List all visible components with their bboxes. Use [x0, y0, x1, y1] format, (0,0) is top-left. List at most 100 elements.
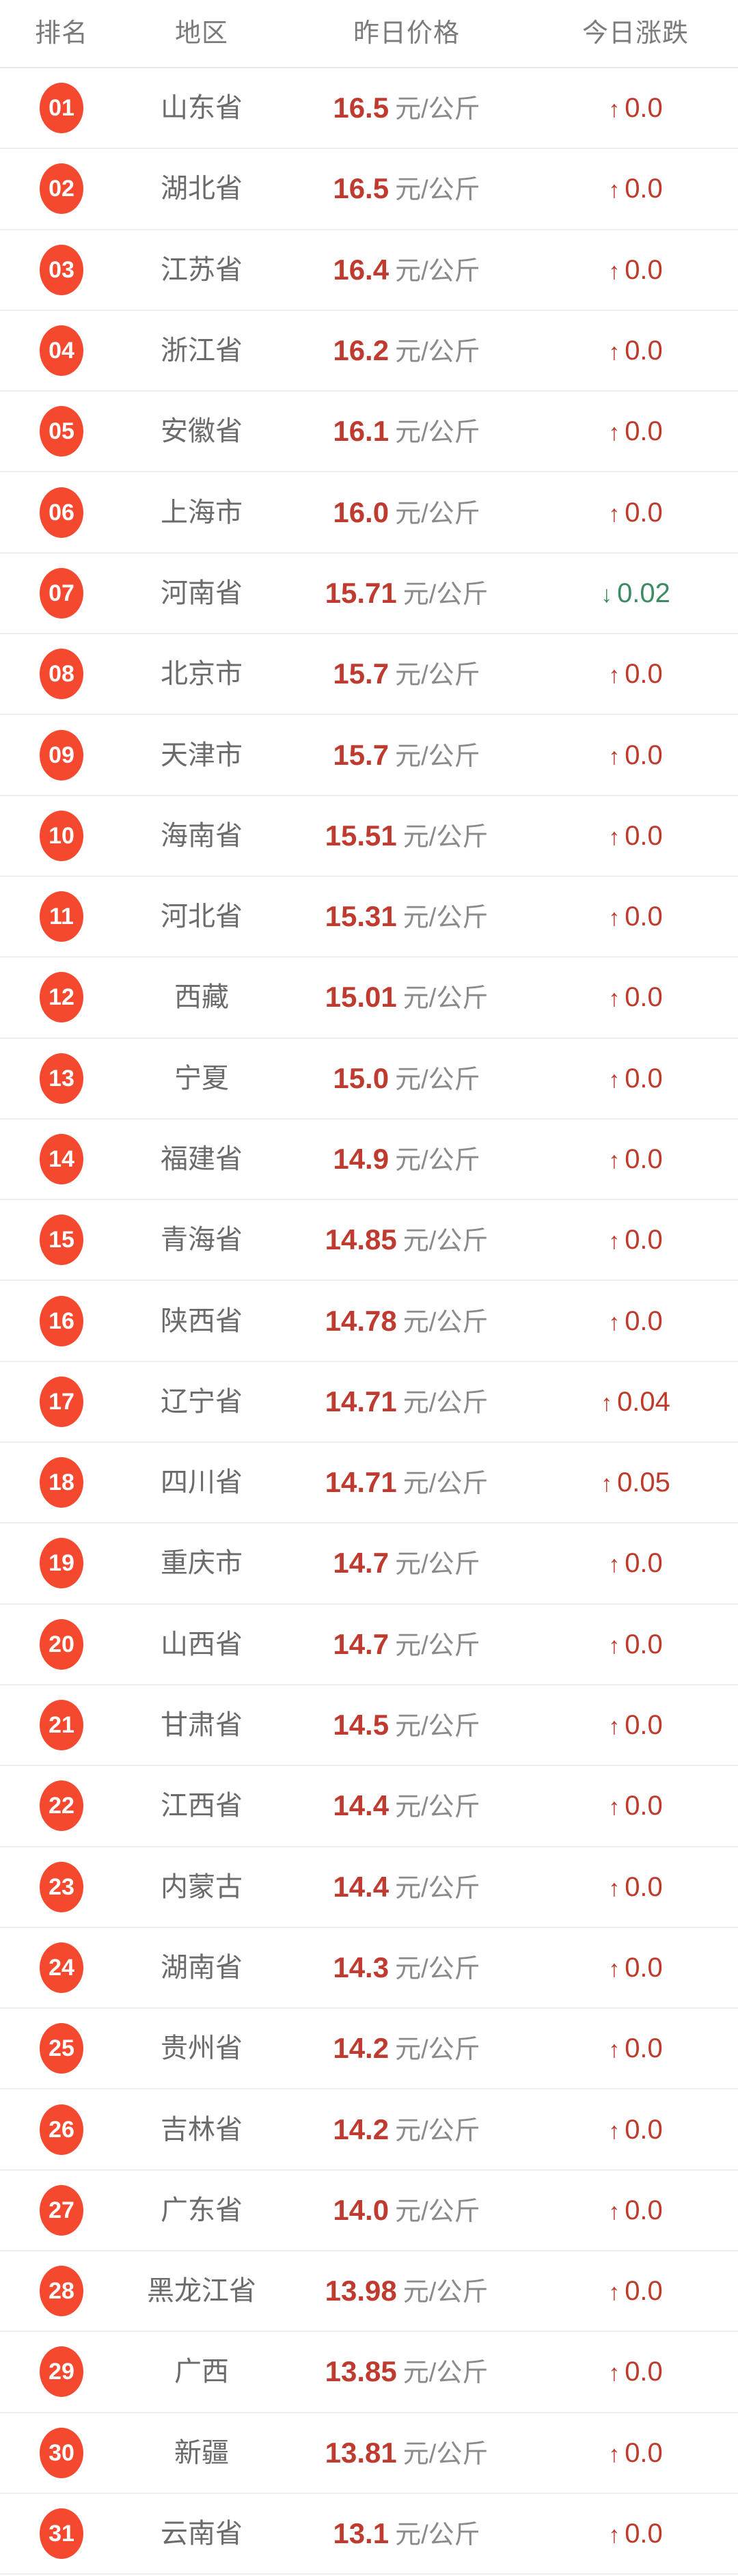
table-row[interactable]: 06 上海市 16.0 元/公斤 ↑ 0.0 [0, 472, 738, 554]
price-value: 16.2 [333, 334, 390, 367]
region-cell: 湖南省 [123, 1928, 280, 2007]
region-name: 山西省 [161, 1629, 243, 1659]
table-row[interactable]: 21 甘肃省 14.5 元/公斤 ↑ 0.0 [0, 1685, 738, 1767]
table-row[interactable]: 20 山西省 14.7 元/公斤 ↑ 0.0 [0, 1605, 738, 1685]
arrow-up-icon: ↑ [608, 2117, 620, 2144]
change-value: 0.0 [625, 1305, 663, 1336]
price-group: 14.85 元/公斤 [325, 1225, 489, 1255]
price-cell: 13.98 元/公斤 [280, 2251, 533, 2331]
rank-cell: 22 [0, 1766, 123, 1845]
rank-cell: 16 [0, 1281, 123, 1360]
price-value: 14.7 [333, 1627, 390, 1660]
arrow-up-icon: ↑ [608, 662, 620, 689]
table-row[interactable]: 30 新疆 13.81 元/公斤 ↑ 0.0 [0, 2413, 738, 2494]
table-row[interactable]: 07 河南省 15.71 元/公斤 ↓ 0.02 [0, 554, 738, 635]
change-group: ↑ 0.0 [608, 1631, 663, 1658]
table-row[interactable]: 03 江苏省 16.4 元/公斤 ↑ 0.0 [0, 230, 738, 311]
rank-cell: 12 [0, 958, 123, 1037]
table-header-row: 排名 地区 昨日价格 今日涨跌 [0, 0, 738, 68]
table-row[interactable]: 04 浙江省 16.2 元/公斤 ↑ 0.0 [0, 311, 738, 392]
price-value: 14.5 [333, 1709, 390, 1741]
price-cell: 14.7 元/公斤 [280, 1605, 533, 1684]
rank-cell: 03 [0, 230, 123, 310]
price-value: 14.78 [325, 1304, 397, 1337]
table-row[interactable]: 09 天津市 15.7 元/公斤 ↑ 0.0 [0, 715, 738, 796]
price-cell: 15.0 元/公斤 [280, 1039, 533, 1118]
table-row[interactable]: 12 西藏 15.01 元/公斤 ↑ 0.0 [0, 958, 738, 1039]
table-row[interactable]: 02 湖北省 16.5 元/公斤 ↑ 0.0 [0, 149, 738, 230]
region-name: 安徽省 [161, 416, 243, 447]
table-row[interactable]: 16 陕西省 14.78 元/公斤 ↑ 0.0 [0, 1281, 738, 1362]
price-unit: 元/公斤 [402, 2439, 489, 2469]
region-name: 上海市 [161, 497, 243, 528]
price-unit: 元/公斤 [395, 176, 480, 205]
table-row[interactable]: 01 山东省 16.5 元/公斤 ↑ 0.0 [0, 68, 738, 150]
price-value: 16.4 [333, 253, 390, 286]
table-row[interactable]: 31 云南省 13.1 元/公斤 ↑ 0.0 [0, 2494, 738, 2575]
price-cell: 14.2 元/公斤 [280, 2009, 533, 2088]
region-cell: 内蒙古 [123, 1847, 280, 1927]
price-unit: 元/公斤 [402, 2278, 489, 2307]
price-cell: 14.78 元/公斤 [280, 1281, 533, 1360]
rank-cell: 24 [0, 1928, 123, 2007]
table-row[interactable]: 29 广西 13.85 元/公斤 ↑ 0.0 [0, 2332, 738, 2413]
region-cell: 安徽省 [123, 392, 280, 471]
region-name: 山东省 [161, 93, 243, 124]
price-unit: 元/公斤 [395, 1793, 480, 1822]
table-row[interactable]: 10 海南省 15.51 元/公斤 ↑ 0.0 [0, 796, 738, 877]
rank-cell: 01 [0, 68, 123, 148]
arrow-up-icon: ↑ [608, 2279, 620, 2306]
price-value: 15.0 [333, 1061, 390, 1094]
table-row[interactable]: 24 湖南省 14.3 元/公斤 ↑ 0.0 [0, 1928, 738, 2009]
change-group: ↑ 0.0 [608, 2116, 663, 2143]
price-group: 14.5 元/公斤 [333, 1709, 480, 1741]
table-row[interactable]: 22 江西省 14.4 元/公斤 ↑ 0.0 [0, 1766, 738, 1847]
table-row[interactable]: 05 安徽省 16.1 元/公斤 ↑ 0.0 [0, 392, 738, 473]
change-cell: ↑ 0.0 [533, 1685, 738, 1765]
rank-cell: 21 [0, 1685, 123, 1765]
table-row[interactable]: 26 吉林省 14.2 元/公斤 ↑ 0.0 [0, 2089, 738, 2171]
arrow-up-icon: ↑ [608, 905, 620, 932]
table-row[interactable]: 27 广东省 14.0 元/公斤 ↑ 0.0 [0, 2171, 738, 2252]
region-name: 西藏 [174, 982, 229, 1013]
price-cell: 15.71 元/公斤 [280, 554, 533, 633]
change-cell: ↑ 0.0 [533, 2413, 738, 2493]
change-value: 0.0 [625, 2114, 663, 2145]
price-cell: 13.81 元/公斤 [280, 2413, 533, 2493]
change-cell: ↑ 0.0 [533, 1120, 738, 1199]
region-name: 河北省 [161, 901, 243, 932]
region-name: 天津市 [161, 740, 243, 770]
region-cell: 江苏省 [123, 230, 280, 310]
change-value: 0.0 [625, 1710, 663, 1741]
change-value: 0.0 [625, 1548, 663, 1579]
change-cell: ↑ 0.0 [533, 1847, 738, 1927]
table-row[interactable]: 18 四川省 14.71 元/公斤 ↑ 0.05 [0, 1443, 738, 1524]
table-row[interactable]: 11 河北省 15.31 元/公斤 ↑ 0.0 [0, 877, 738, 958]
table-row[interactable]: 19 重庆市 14.7 元/公斤 ↑ 0.0 [0, 1523, 738, 1605]
price-value: 15.51 [325, 819, 397, 852]
table-row[interactable]: 17 辽宁省 14.71 元/公斤 ↑ 0.04 [0, 1362, 738, 1443]
table-row[interactable]: 08 北京市 15.7 元/公斤 ↑ 0.0 [0, 634, 738, 716]
price-unit: 元/公斤 [395, 1712, 480, 1741]
table-row[interactable]: 14 福建省 14.9 元/公斤 ↑ 0.0 [0, 1120, 738, 1201]
change-cell: ↑ 0.0 [533, 2251, 738, 2331]
price-value: 13.98 [325, 2275, 397, 2307]
table-row[interactable]: 23 内蒙古 14.4 元/公斤 ↑ 0.0 [0, 1847, 738, 1928]
table-row[interactable]: 25 贵州省 14.2 元/公斤 ↑ 0.0 [0, 2009, 738, 2090]
region-cell: 湖北省 [123, 149, 280, 228]
region-cell: 海南省 [123, 796, 280, 876]
table-row[interactable]: 13 宁夏 15.0 元/公斤 ↑ 0.0 [0, 1039, 738, 1120]
rank-badge: 28 [40, 2266, 83, 2317]
rank-badge: 12 [40, 972, 83, 1023]
table-row[interactable]: 15 青海省 14.85 元/公斤 ↑ 0.0 [0, 1200, 738, 1282]
change-group: ↑ 0.0 [608, 1711, 663, 1739]
change-cell: ↑ 0.0 [533, 1281, 738, 1360]
region-name: 福建省 [161, 1144, 243, 1174]
arrow-up-icon: ↑ [608, 258, 620, 284]
table-row[interactable]: 28 黑龙江省 13.98 元/公斤 ↑ 0.0 [0, 2251, 738, 2333]
change-cell: ↑ 0.0 [533, 1523, 738, 1603]
price-value: 15.7 [333, 738, 390, 771]
price-cell: 14.71 元/公斤 [280, 1443, 533, 1522]
change-value: 0.0 [625, 820, 663, 851]
price-unit: 元/公斤 [395, 742, 480, 771]
